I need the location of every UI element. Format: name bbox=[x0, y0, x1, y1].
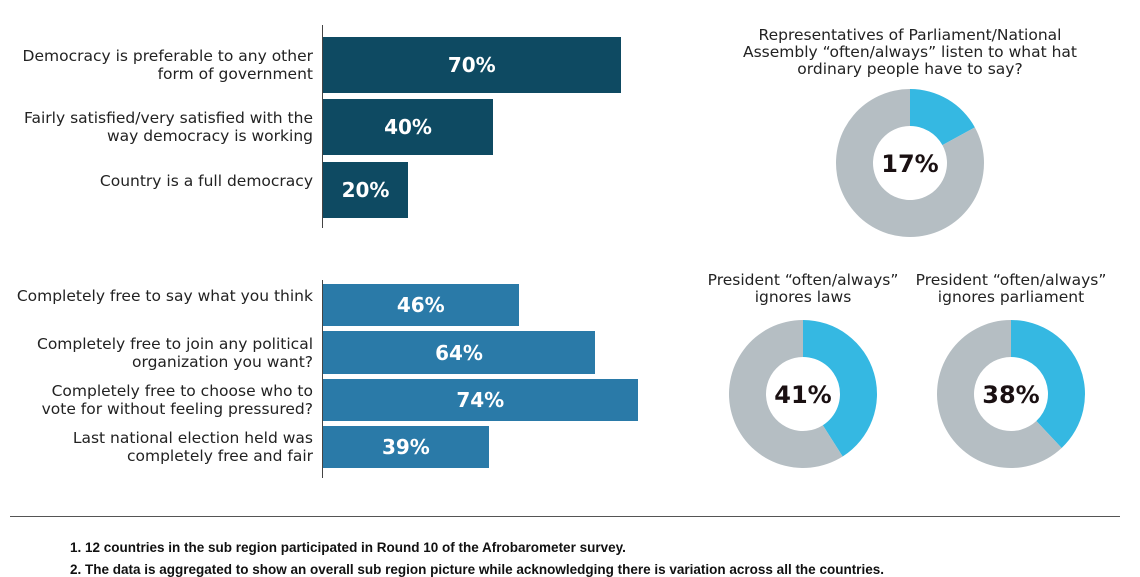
donut-value-label: 41% bbox=[774, 381, 831, 409]
footnote-1: 1. 12 countries in the sub region partic… bbox=[70, 540, 626, 555]
bar: 46% bbox=[323, 284, 519, 326]
bar: 40% bbox=[323, 99, 493, 155]
bar: 70% bbox=[323, 37, 621, 93]
bar-category-label: Completely free to join any political or… bbox=[37, 334, 313, 371]
bar-category-label: Completely free to say what you think bbox=[16, 287, 313, 305]
bar: 74% bbox=[323, 379, 638, 421]
donut-remainder-slice bbox=[937, 320, 1062, 468]
bar-category-label: Last national election held was complete… bbox=[72, 429, 313, 465]
bar: 39% bbox=[323, 426, 489, 468]
donut-title: Representatives of Parliament/National A… bbox=[743, 26, 1077, 78]
footnote-divider bbox=[10, 516, 1120, 517]
bar-category-label: Democracy is preferable to any other for… bbox=[22, 47, 313, 83]
donut-remainder-slice bbox=[836, 89, 984, 237]
donut-value-slice bbox=[910, 89, 975, 146]
top-bar-axis bbox=[322, 25, 323, 228]
donut-title: President “often/always” ignores laws bbox=[707, 271, 899, 306]
bar: 20% bbox=[323, 162, 408, 218]
bar-category-label: Country is a full democracy bbox=[99, 172, 313, 190]
donut-remainder-slice bbox=[729, 320, 843, 469]
bar: 64% bbox=[323, 331, 595, 374]
donut-value-label: 38% bbox=[982, 381, 1039, 409]
donut-value-slice bbox=[803, 320, 877, 457]
bottom-bar-axis bbox=[322, 280, 323, 478]
donut-value-slice bbox=[1011, 320, 1085, 448]
donut-title: President “often/always” ignores parliam… bbox=[915, 271, 1107, 306]
bar-category-label: Completely free to choose who to vote fo… bbox=[41, 382, 313, 418]
bar-category-label: Fairly satisfied/very satisfied with the… bbox=[24, 109, 313, 145]
donut-value-label: 17% bbox=[881, 150, 938, 178]
